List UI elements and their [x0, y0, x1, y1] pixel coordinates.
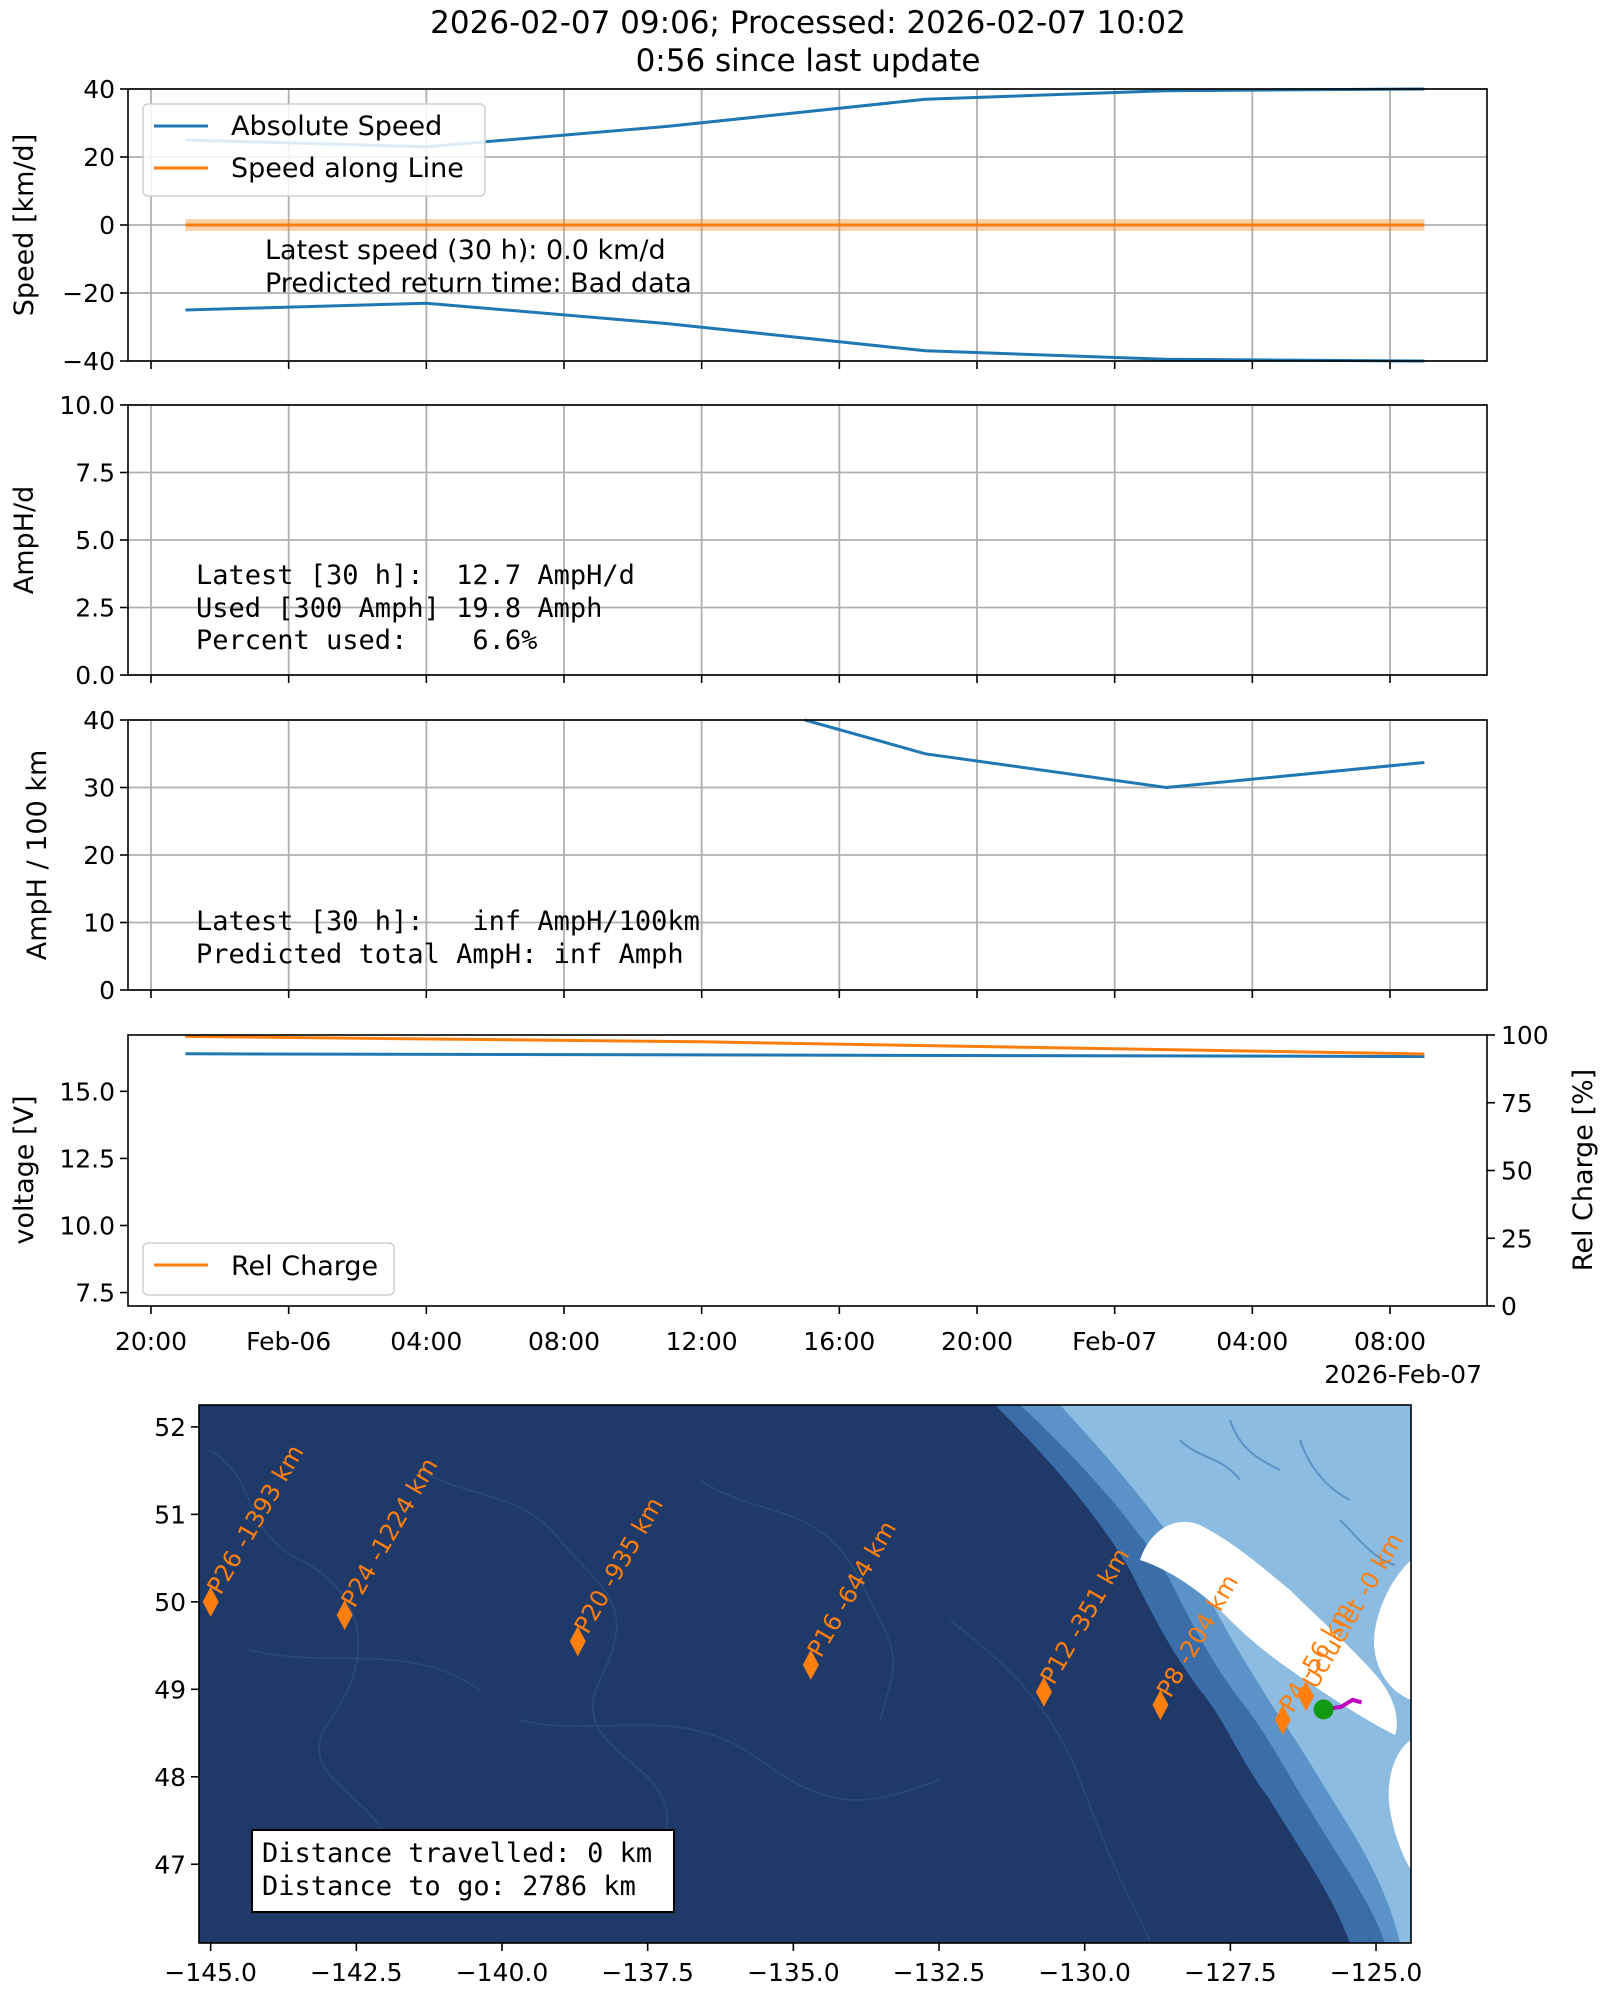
map-xtick-label-1: −142.5	[310, 1958, 403, 1987]
ytick-label-0: 15.0	[59, 1077, 115, 1106]
map-xtick-label-5: −132.5	[893, 1958, 986, 1987]
amph-day-annotation-2: Used [300 Amph] 19.8 Amph	[196, 593, 602, 624]
voltage-panel: 15.0 12.5 10.0 7.5 100 75 50 25 0 20:00 Feb-06 04…	[9, 1021, 1599, 1389]
xtick-label-9: 08:00	[1354, 1327, 1426, 1356]
map-xtick-label-2: −140.0	[456, 1958, 549, 1987]
xtick-label-7: Feb-07	[1072, 1327, 1157, 1356]
ytick-label-0: 40	[83, 706, 115, 735]
amph-100km-annotation-2: Predicted total AmpH: inf Amph	[196, 939, 684, 970]
waypoint-marker-3	[802, 1649, 819, 1680]
land-mainland	[1374, 1560, 1411, 1700]
waypoint-marker-2	[569, 1626, 586, 1657]
map-xtick-label-6: −130.0	[1038, 1958, 1131, 1987]
waypoint-marker-4	[1035, 1676, 1052, 1707]
amph-per-day-panel: 10.0 7.5 5.0 2.5 0.0 AmpH/d Latest [30 h]: 1…	[9, 391, 1488, 690]
map-ytick-label-1: 51	[154, 1500, 186, 1529]
ytick-label-3: 7.5	[75, 1279, 115, 1308]
series-line-1	[185, 301, 1425, 363]
speed-legend: Absolute Speed Speed along Line	[142, 103, 486, 197]
speed-annotation-1: Latest speed (30 h): 0.0 km/d	[265, 235, 666, 266]
series-line-0	[185, 1052, 1425, 1058]
xtick-label-4: 12:00	[666, 1327, 738, 1356]
y2tick-label-4: 0	[1501, 1292, 1517, 1321]
ytick-label-1: 20	[83, 143, 115, 172]
series-line-1	[185, 1034, 1425, 1056]
x-offset-label: 2026-Feb-07	[1324, 1360, 1482, 1389]
map-ytick-label-0: 52	[154, 1413, 186, 1442]
xtick-label-1: Feb-06	[246, 1327, 331, 1356]
land-olympic-peninsula	[1388, 1740, 1411, 1870]
map-xtick-label-3: −137.5	[601, 1958, 694, 1987]
xtick-label-2: 04:00	[390, 1327, 462, 1356]
distance-to-go: Distance to go: 2786 km	[262, 1871, 636, 1902]
map-xtick-label-7: −127.5	[1184, 1958, 1277, 1987]
voltage-ylabel: voltage [V]	[9, 1095, 40, 1244]
y2tick-label-1: 75	[1501, 1089, 1533, 1118]
rel-charge-ylabel: Rel Charge [%]	[1568, 1069, 1599, 1271]
ytick-label-1: 12.5	[59, 1144, 115, 1173]
map-xtick-label-8: −125.0	[1330, 1958, 1423, 1987]
xtick-label-0: 20:00	[115, 1327, 187, 1356]
amph-100km-annotation-1: Latest [30 h]: inf AmpH/100km	[196, 906, 700, 937]
speed-ylabel: Speed [km/d]	[9, 134, 40, 316]
waypoint-marker-0	[202, 1586, 219, 1617]
ytick-label-0: 40	[83, 75, 115, 104]
speed-panel: 40 20 0 −20 −40 Speed [km/d] Latest speed (3…	[9, 75, 1488, 376]
amph-per-100km-panel: 40 30 20 10 0 AmpH / 100 km Latest [30 h]: i…	[22, 706, 1488, 1005]
xtick-label-5: 16:00	[803, 1327, 875, 1356]
waypoint-marker-5	[1152, 1690, 1169, 1721]
legend-label-speed-along-line: Speed along Line	[231, 153, 464, 184]
speed-annotation-2: Predicted return time: Bad data	[265, 268, 692, 299]
ytick-label-1: 30	[83, 774, 115, 803]
amph-day-ylabel: AmpH/d	[9, 486, 40, 594]
amph-day-annotation-1: Latest [30 h]: 12.7 AmpH/d	[196, 560, 635, 591]
ytick-label-2: 10.0	[59, 1212, 115, 1241]
map-ytick-label-5: 47	[154, 1850, 186, 1879]
ytick-label-3: 10	[83, 909, 115, 938]
map-ytick-label-2: 50	[154, 1588, 186, 1617]
current-position-marker	[1313, 1699, 1334, 1720]
voltage-legend: Rel Charge	[142, 1242, 395, 1296]
y2tick-label-0: 100	[1501, 1021, 1549, 1050]
map-ytick-label-3: 49	[154, 1675, 186, 1704]
ytick-label-0: 10.0	[59, 391, 115, 420]
land-vancouver-island	[1140, 1521, 1397, 1735]
distance-box: Distance travelled: 0 km Distance to go:…	[251, 1829, 675, 1913]
map-xtick-label-4: −135.0	[747, 1958, 840, 1987]
y2tick-label-3: 25	[1501, 1224, 1533, 1253]
waypoint-marker-6	[1274, 1704, 1291, 1735]
series-line-0	[804, 718, 1425, 790]
amph-day-annotation-3: Percent used: 6.6%	[196, 625, 537, 656]
ytick-label-1: 7.5	[75, 459, 115, 488]
legend-label-absolute-speed: Absolute Speed	[231, 111, 442, 142]
ytick-label-3: 2.5	[75, 594, 115, 623]
map-xtick-label-0: −145.0	[164, 1958, 257, 1987]
coastal-shallows	[1060, 1405, 1411, 1943]
xtick-label-6: 20:00	[941, 1327, 1013, 1356]
ytick-label-2: 5.0	[75, 526, 115, 555]
xtick-label-8: 04:00	[1216, 1327, 1288, 1356]
xtick-label-3: 08:00	[528, 1327, 600, 1356]
header-title-line1: 2026-02-07 09:06; Processed: 2026-02-07 …	[430, 5, 1186, 41]
ytick-label-3: −20	[62, 279, 115, 308]
map-panel: P26 -1393 km P24 -1224 km P20 -935 km P16 -…	[154, 1404, 1423, 1987]
map-ytick-label-4: 48	[154, 1763, 186, 1792]
waypoint-marker-7	[1298, 1681, 1315, 1712]
legend-label-rel-charge: Rel Charge	[231, 1251, 378, 1282]
ytick-label-2: 0	[99, 211, 115, 240]
distance-travelled: Distance travelled: 0 km	[262, 1838, 652, 1869]
ytick-label-4: −40	[62, 347, 115, 376]
y2tick-label-2: 50	[1501, 1157, 1533, 1186]
amph-100km-ylabel: AmpH / 100 km	[22, 750, 53, 961]
ytick-label-4: 0	[99, 976, 115, 1005]
waypoint-marker-1	[336, 1599, 353, 1630]
header-title-line2: 0:56 since last update	[636, 43, 981, 79]
ytick-label-2: 20	[83, 841, 115, 870]
ytick-label-4: 0.0	[75, 661, 115, 690]
